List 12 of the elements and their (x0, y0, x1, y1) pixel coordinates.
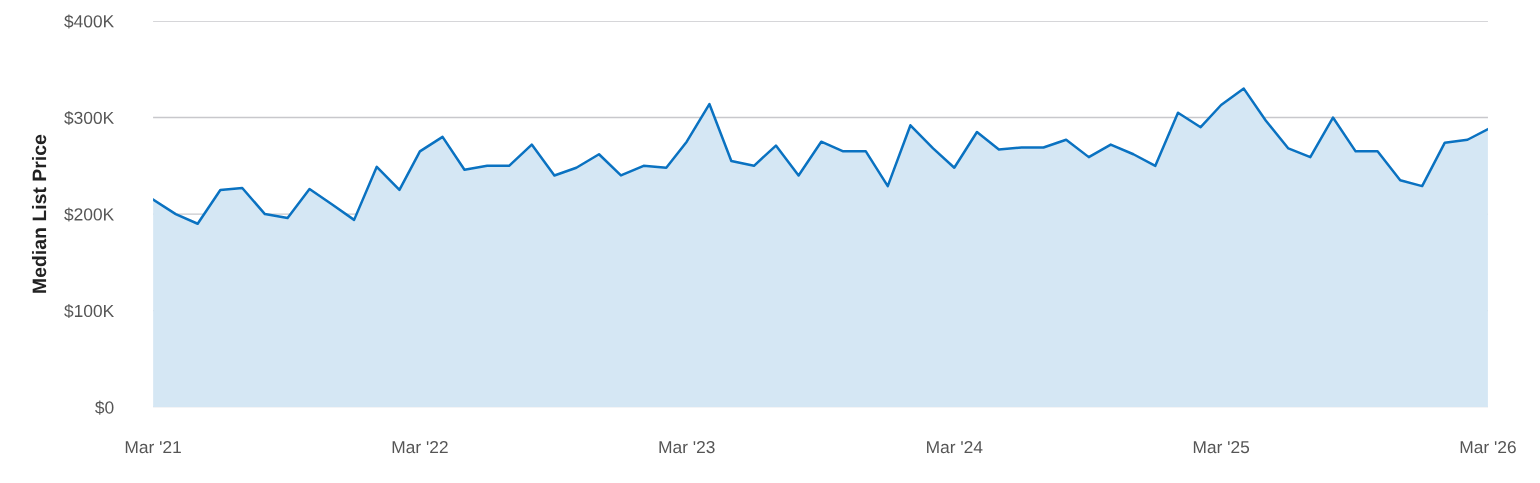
x-tick-label: Mar '23 (659, 440, 715, 454)
x-tick-label: Mar '26 (1460, 440, 1516, 454)
x-tick-label: Mar '22 (392, 440, 448, 454)
y-tick-label: $400K (64, 14, 114, 29)
y-tick-label: $100K (64, 304, 114, 319)
x-tick-label: Mar '25 (1193, 440, 1250, 454)
x-tick-label: Mar '24 (927, 440, 983, 454)
y-axis-title: Median List Price (31, 134, 47, 293)
x-tick-label: Mar '21 (125, 440, 181, 454)
y-tick-label: $300K (64, 110, 114, 126)
y-tick-label: $200K (64, 207, 114, 222)
y-tick-label: $0 (95, 400, 114, 415)
